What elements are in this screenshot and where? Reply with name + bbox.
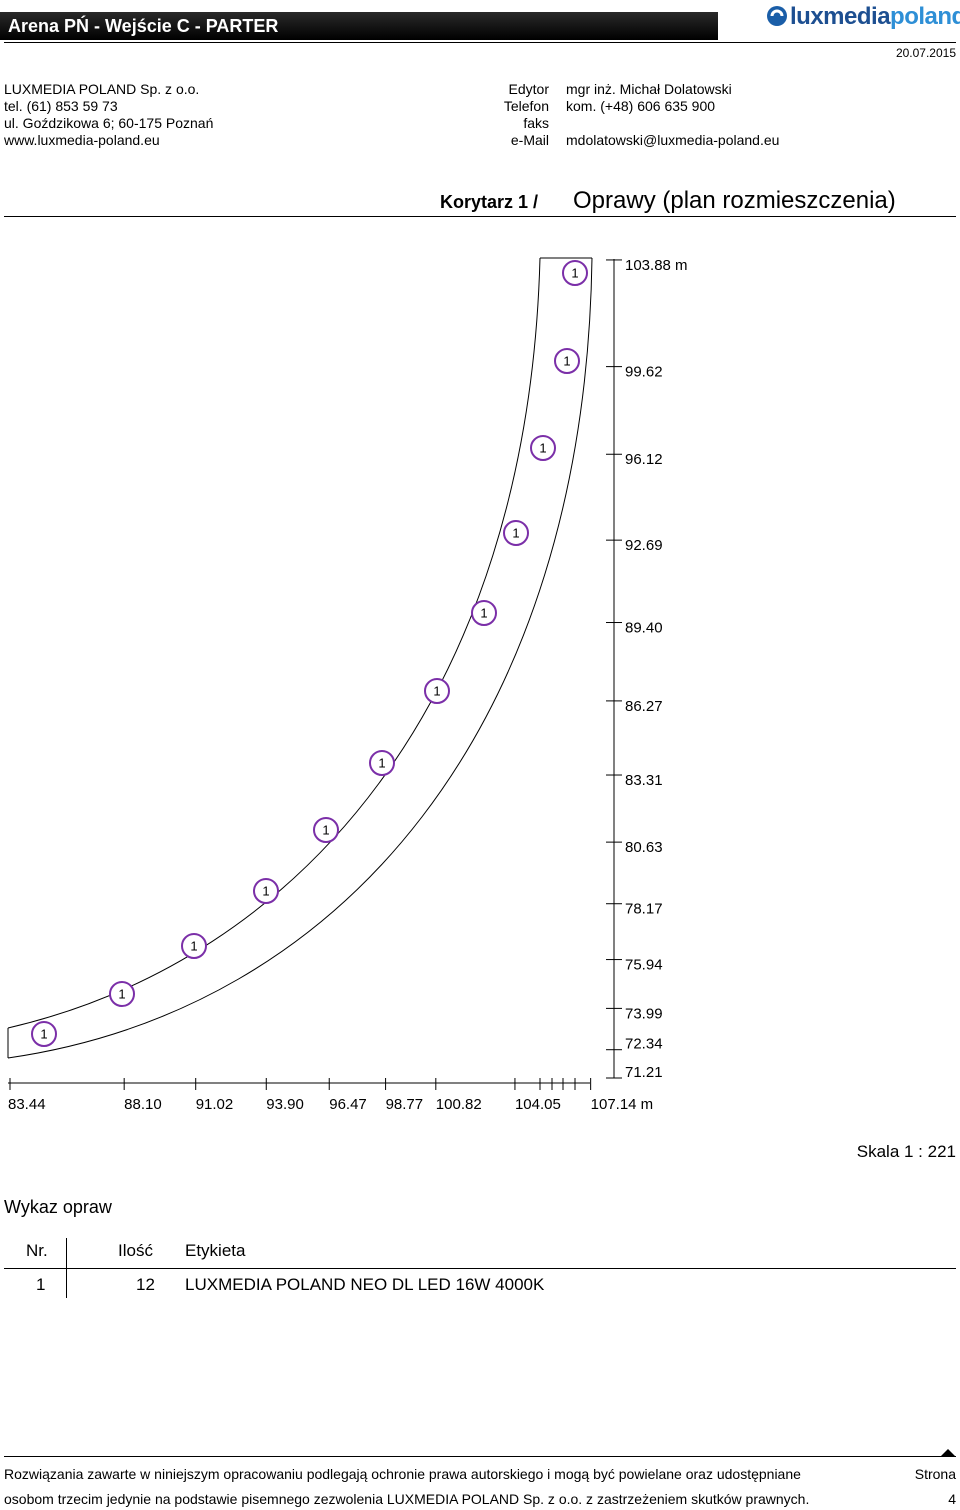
luminaire-label: 1 [322,822,329,837]
luminaire [424,678,450,704]
x-dimension: 96.47 [329,1096,367,1113]
contact-value: mgr inż. Michał Dolatowski [566,81,732,97]
company-line: tel. (61) 853 59 73 [4,98,118,114]
luminaire [554,348,580,374]
x-dimension: 100.82 [436,1096,482,1113]
table-cell: LUXMEDIA POLAND NEO DL LED 16W 4000K [185,1275,545,1294]
luminaire-label: 1 [262,883,269,898]
logo-text: luxmediapoland [790,4,960,30]
footer-text: osobom trzecim jedynie na podstawie pise… [4,1491,810,1507]
table-header: Nr. [26,1241,48,1260]
luminaire [530,435,556,461]
luminaire [562,260,588,286]
x-dimension: 107.14 m [591,1096,654,1113]
contact-label: Telefon [503,98,549,114]
logo-part: poland [890,3,960,30]
x-dimension: 93.90 [266,1096,304,1113]
contact-label: Edytor [508,81,549,97]
luminaire-label: 1 [512,525,519,540]
list-title: Wykaz opraw [4,1197,112,1217]
luminaire [503,520,529,546]
corridor-edge [7,257,541,1029]
table-cell: 1 [36,1275,46,1294]
contact-value: mdolatowski@luxmedia-poland.eu [566,132,780,148]
x-dimension: 88.10 [124,1096,162,1113]
table-rule [4,1268,956,1269]
x-dimension: 98.77 [386,1096,424,1113]
luminaire [109,981,135,1007]
luminaire-label: 1 [480,605,487,620]
y-dimension: 86.27 [625,698,663,715]
luminaire-label: 1 [571,265,578,280]
luminaire [369,750,395,776]
company-line: www.luxmedia-poland.eu [4,132,160,148]
section-prefix: Korytarz 1 / [440,192,539,212]
page-title: Arena PŃ - Wejście C - PARTER [8,16,279,36]
y-dimension: 72.34 [625,1036,663,1053]
luminaire [181,933,207,959]
luminaire [471,600,497,626]
company-line: ul. Goździkowa 6; 60-175 Poznań [4,115,214,131]
logo-part: luxmedia [790,3,891,30]
luminaire [253,878,279,904]
y-dimension: 78.17 [625,901,663,918]
luminaire-label: 1 [190,938,197,953]
footer-rule [4,1456,956,1457]
y-dimension: 103.88 m [625,257,688,274]
luminaire-label: 1 [433,683,440,698]
table-header: Ilość [118,1241,153,1260]
x-dimension: 83.44 [8,1096,46,1113]
y-dimension: 75.94 [625,957,663,974]
corridor-edge [7,257,593,1059]
header-rule [4,42,956,43]
contact-label: faks [523,115,549,131]
luminaire-label: 1 [40,1026,47,1041]
luminaire [313,817,339,843]
x-dimension: 91.02 [196,1096,234,1113]
title-bar [0,12,718,40]
luminaire-label: 1 [118,986,125,1001]
luminaire-label: 1 [539,440,546,455]
footer-text: Rozwiązania zawarte w niniejszym opracow… [4,1466,801,1482]
y-dimension: 71.21 [625,1064,663,1081]
y-dimension: 83.31 [625,772,663,789]
x-dimension: 104.05 [515,1096,561,1113]
y-dimension: 99.62 [625,364,663,381]
luminaire-label: 1 [378,755,385,770]
table-header: Etykieta [185,1241,246,1260]
company-line: LUXMEDIA POLAND Sp. z o.o. [4,81,200,97]
luminaire-label: 1 [563,353,570,368]
footer-mark [941,1449,955,1456]
y-dimension: 96.12 [625,451,663,468]
date: 20.07.2015 [895,46,956,60]
y-dimension: 73.99 [625,1005,663,1022]
y-dimension: 92.69 [625,537,663,554]
plan: 1 1 1 1 1 1 1 1 1 1 1 1 103.88 m 99.62 96.12 92.69 89.40… [7,257,688,1113]
contact-value: kom. (+48) 606 635 900 [566,98,716,114]
luminaire [31,1021,57,1047]
table-cell: 12 [136,1275,155,1294]
y-dimension: 89.40 [625,619,663,636]
page-label: Strona [914,1466,956,1482]
scale: Skala 1 : 221 [856,1142,956,1161]
section-title: Oprawy (plan rozmieszczenia) [573,187,896,214]
logo-icon [767,6,787,26]
page-number: 4 [948,1491,956,1507]
y-dimension: 80.63 [625,839,663,856]
contact-label: e-Mail [510,132,549,148]
section-rule [4,216,956,217]
